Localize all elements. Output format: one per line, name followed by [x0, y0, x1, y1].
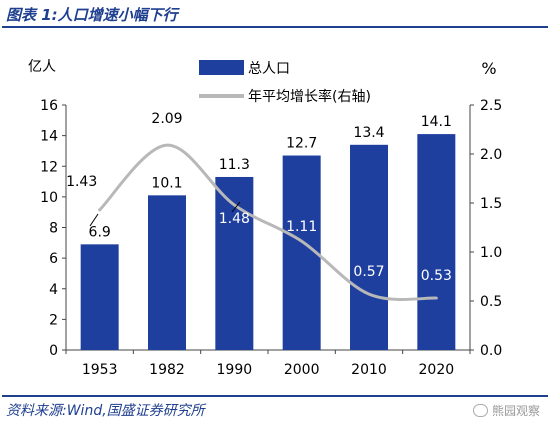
x-tick-label: 1953	[82, 362, 118, 378]
left-tick-label: 2	[49, 312, 58, 328]
label-leader-line	[231, 201, 241, 213]
chart: 0 2 4 6 8 10 12 14 16 0.0 0.5 1.0 1.5 2.0 2.5 1953 1982 1…	[28, 59, 502, 378]
bar	[148, 195, 186, 350]
bar-value-label: 11.3	[219, 157, 250, 173]
bar-value-label: 13.4	[353, 125, 384, 141]
right-tick-label: 0.0	[480, 343, 502, 359]
line-value-label: 0.57	[353, 264, 384, 280]
left-axis-unit: 亿人	[28, 59, 56, 75]
wechat-icon	[472, 404, 488, 417]
footer-divider	[2, 395, 548, 397]
bar	[417, 134, 456, 350]
left-tick-label: 14	[40, 129, 58, 145]
bar	[350, 144, 388, 350]
left-tick-label: 10	[40, 190, 58, 206]
header: 图表 1:人口增速小幅下行	[0, 0, 550, 28]
x-tick-label: 2020	[419, 362, 455, 378]
chart-axes: 0 2 4 6 8 10 12 14 16 0.0 0.5 1.0 1.5 2.0 2.5 1953 1982 1…	[28, 59, 502, 378]
legend-bar-label: 总人口	[248, 61, 290, 77]
left-tick-label: 16	[40, 98, 58, 114]
right-tick-label: 1.5	[480, 196, 502, 212]
x-tick-label: 2010	[351, 362, 387, 378]
bar-value-label: 14.1	[421, 114, 452, 130]
bar-value-label: 12.7	[286, 136, 317, 152]
left-tick-label: 8	[49, 221, 58, 237]
line-series	[98, 143, 438, 301]
right-tick-label: 0.5	[480, 294, 502, 310]
right-tick-label: 2.5	[480, 98, 502, 114]
line-value-label: 2.09	[151, 111, 182, 127]
left-tick-label: 6	[49, 251, 58, 267]
line-value-label: 1.11	[286, 219, 317, 235]
line-value-label: 1.43	[66, 174, 97, 190]
source-note: 资料来源:Wind,国盛证券研究所	[6, 403, 205, 419]
header-divider	[2, 26, 548, 28]
bar-value-label: 6.9	[89, 224, 111, 240]
label-leader-line	[89, 213, 99, 227]
left-tick-label: 0	[49, 343, 58, 359]
legend-bar-swatch	[199, 60, 244, 75]
right-tick-label: 2.0	[480, 147, 502, 163]
left-tick-label: 12	[40, 159, 58, 175]
x-tick-label: 2000	[284, 362, 320, 378]
legend-line-label: 年平均增长率(右轴)	[248, 88, 371, 105]
line-value-label: 0.53	[421, 268, 452, 284]
bar	[80, 244, 119, 350]
bar	[215, 176, 254, 350]
chart-figure-title: 图表 1:人口增速小幅下行	[6, 6, 178, 24]
right-axis-unit: %	[481, 59, 496, 78]
watermark-text: 熊园观察	[491, 404, 540, 418]
data-labels: 6.9 10.1 11.3 12.7 13.4 14.1 1.43 2.09 1.48 1.11 0…	[66, 111, 452, 284]
left-tick-label: 4	[49, 282, 58, 298]
growth-rate-line	[98, 143, 438, 301]
right-tick-label: 1.0	[480, 245, 502, 261]
bar-value-label: 10.1	[151, 175, 182, 191]
line-value-label: 1.48	[219, 211, 250, 227]
watermark: 熊园观察	[472, 402, 540, 419]
x-tick-label: 1990	[217, 362, 253, 378]
x-tick-label: 1982	[149, 362, 185, 378]
